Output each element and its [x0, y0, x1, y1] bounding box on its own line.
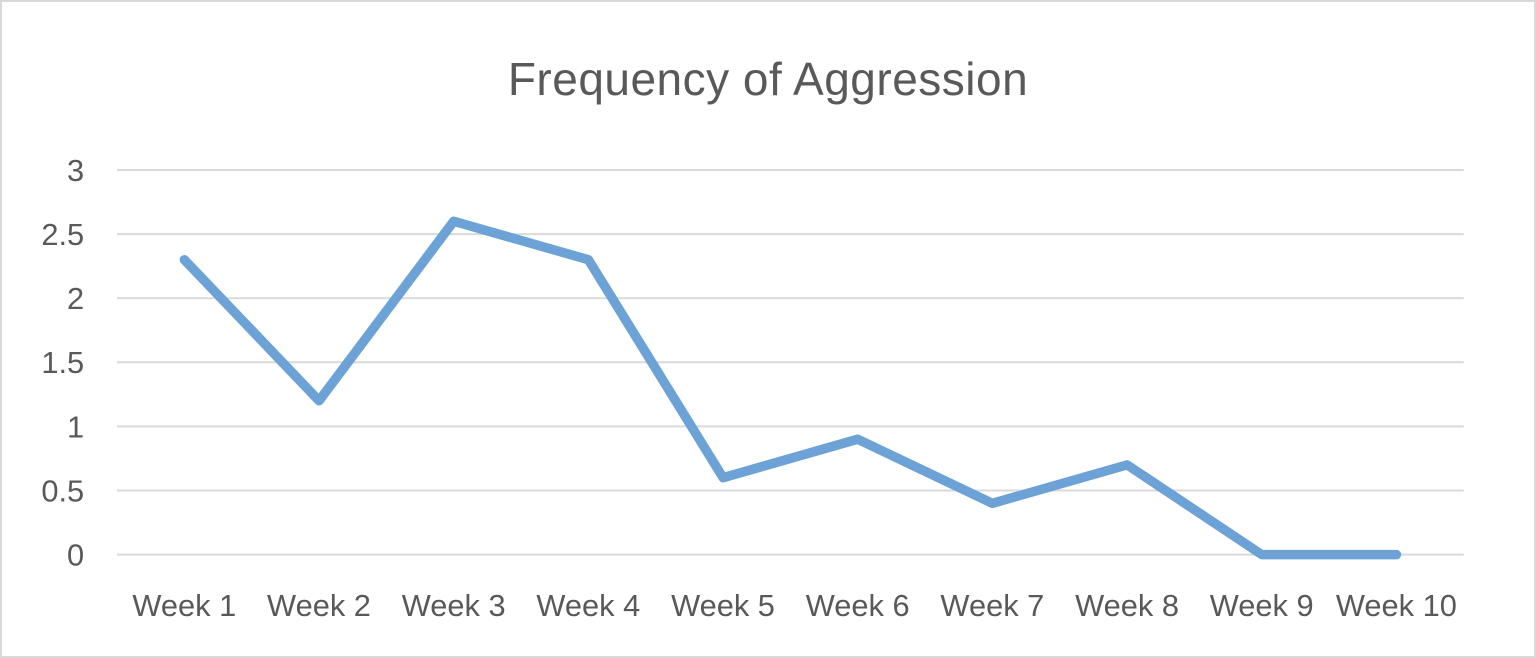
x-tick-label: Week 7	[940, 588, 1044, 623]
y-tick-label: 0	[67, 538, 84, 573]
x-tick-label: Week 2	[267, 588, 371, 623]
x-tick-label: Week 3	[402, 588, 506, 623]
x-tick-label: Week 8	[1075, 588, 1179, 623]
x-tick-label: Week 9	[1210, 588, 1314, 623]
y-tick-label: 3	[67, 153, 84, 188]
x-tick-label: Week 1	[132, 588, 236, 623]
x-tick-label: Week 6	[806, 588, 910, 623]
x-tick-label: Week 5	[671, 588, 775, 623]
data-line-series	[179, 216, 1402, 560]
x-tick-label: Week 4	[536, 588, 640, 623]
chart-title: Frequency of Aggression	[507, 53, 1029, 105]
y-tick-label: 1.5	[41, 345, 84, 380]
y-tick-label: 2	[67, 281, 84, 316]
y-tick-label: 1	[67, 409, 84, 444]
y-tick-label: 2.5	[41, 217, 84, 252]
x-tick-label: Week 10	[1336, 588, 1457, 623]
y-tick-label: 0.5	[41, 473, 84, 508]
